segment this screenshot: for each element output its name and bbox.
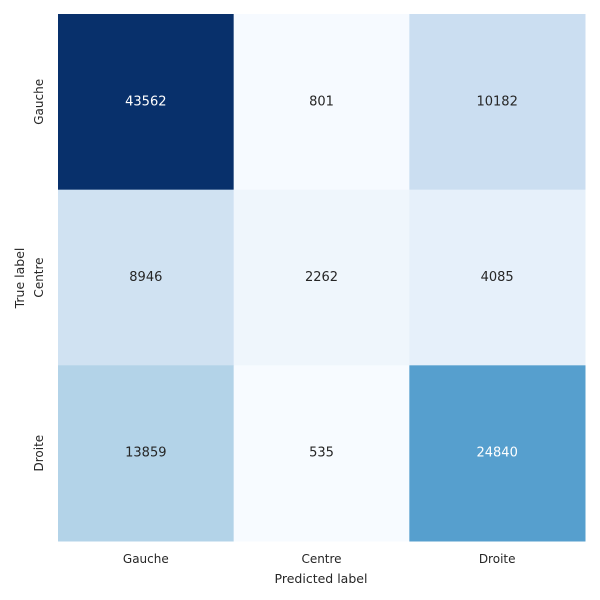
x-tick-label-0: Gauche	[123, 552, 169, 566]
cell-value-2-0: 13859	[125, 446, 166, 461]
heatmap-cell-1-1	[233, 189, 410, 366]
heatmap-cell-2-2	[409, 365, 586, 542]
x-tick-label-2: Droite	[479, 552, 516, 566]
heatmap-cell-2-0	[58, 365, 235, 542]
y-tick-label-2: Droite	[32, 435, 46, 472]
y-tick-label-1: Centre	[32, 257, 46, 297]
y-tick-label-0: Gauche	[32, 79, 46, 125]
cell-value-1-1: 2262	[305, 270, 338, 285]
heatmap-cell-1-0	[58, 189, 235, 366]
heatmap-cell-0-0	[58, 14, 235, 191]
heatmap-cells	[58, 14, 586, 542]
cell-value-0-1: 801	[309, 94, 334, 109]
cell-value-2-1: 535	[309, 446, 334, 461]
cell-value-labels: 43562 801 10182 8946 2262 4085 13859 535 24840	[125, 94, 518, 460]
heatmap-cell-2-1	[233, 365, 410, 542]
heatmap-cell-0-2	[409, 14, 586, 191]
heatmap-cell-1-2	[409, 189, 586, 366]
y-axis-label: True label	[12, 248, 27, 310]
cell-value-2-2: 24840	[476, 446, 517, 461]
heatmap-cell-0-1	[233, 14, 410, 191]
cell-value-1-0: 8946	[129, 270, 162, 285]
x-tick-label-1: Centre	[301, 552, 341, 566]
x-tick-labels: Gauche Centre Droite	[123, 552, 516, 566]
cell-value-0-0: 43562	[125, 94, 166, 109]
cell-value-0-2: 10182	[476, 94, 517, 109]
cell-value-1-2: 4085	[481, 270, 514, 285]
y-tick-labels: Gauche Centre Droite	[32, 79, 46, 472]
x-axis-label: Predicted label	[275, 571, 368, 586]
